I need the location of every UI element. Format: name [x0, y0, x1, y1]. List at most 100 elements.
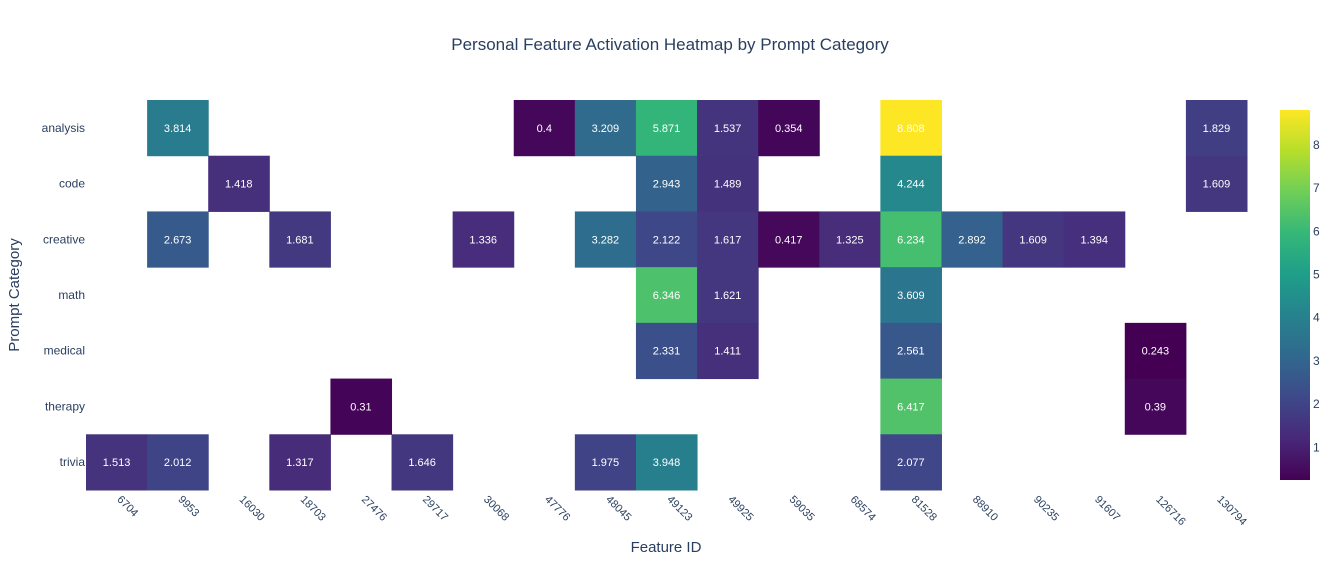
cell-value-label: 1.325: [836, 234, 864, 246]
x-tick-label: 81528: [909, 494, 939, 524]
cell-value-label: 2.012: [164, 457, 192, 469]
x-tick-label: 16030: [237, 494, 267, 524]
heatmap-cell-creative-18703: [269, 211, 331, 268]
chart-title: Personal Feature Activation Heatmap by P…: [451, 35, 889, 54]
x-tick-label: 90235: [1031, 494, 1061, 524]
cell-value-label: 1.609: [1019, 234, 1047, 246]
heatmap-cell-analysis-49925: [697, 100, 759, 157]
x-tick-label: 49925: [725, 494, 755, 524]
heatmap-cell-analysis-48045: [574, 100, 637, 157]
heatmap-cell-creative-48045: [574, 211, 637, 268]
heatmap-cell-analysis-81528: [880, 100, 942, 157]
cell-value-label: 0.417: [775, 234, 803, 246]
heatmap-cell-code-81528: [880, 155, 942, 212]
heatmap-cell-medical-81528: [880, 322, 942, 380]
heatmap-cell-medical-49123: [635, 322, 698, 380]
colorbar-tick-label: 2: [1313, 397, 1320, 411]
cell-value-label: 1.336: [469, 234, 497, 246]
cell-value-label: 3.948: [653, 457, 681, 469]
cell-value-label: 1.418: [225, 179, 253, 191]
x-tick-label: 6704: [114, 494, 140, 520]
y-axis-title: Prompt Category: [6, 238, 23, 352]
heatmap-cell-medical-126716: [1124, 322, 1187, 380]
colorbar-tick-label: 7: [1313, 181, 1320, 195]
heatmap-cell-therapy-126716: [1124, 378, 1187, 435]
heatmap-cell-creative-49123: [635, 211, 698, 268]
x-tick-label: 88910: [970, 494, 1000, 524]
x-tick-label: 49123: [664, 494, 694, 524]
heatmap-cell-creative-30068: [452, 211, 515, 268]
heatmap-cell-creative-9953: [147, 211, 209, 268]
cell-value-label: 3.209: [592, 123, 620, 135]
cell-value-label: 3.282: [592, 234, 620, 246]
heatmap-cell-analysis-49123: [635, 100, 698, 157]
cell-value-label: 2.943: [653, 179, 681, 191]
x-tick-label: 30068: [481, 494, 511, 524]
colorbar: [1280, 110, 1310, 480]
heatmap-cell-trivia-6704: [86, 434, 148, 491]
cell-value-label: 2.561: [897, 346, 925, 358]
y-tick-label: trivia: [60, 455, 86, 469]
cell-value-label: 1.829: [1203, 123, 1231, 135]
heatmap-cell-trivia-29717: [391, 434, 454, 491]
colorbar-tick-label: 1: [1313, 440, 1320, 454]
x-tick-label: 59035: [787, 494, 817, 524]
y-tick-label: math: [58, 288, 85, 302]
cell-value-label: 1.394: [1080, 234, 1108, 246]
x-tick-label: 29717: [420, 494, 450, 524]
heatmap-cell-creative-49925: [697, 211, 759, 268]
cell-value-label: 1.681: [286, 234, 314, 246]
cell-value-label: 3.814: [164, 123, 192, 135]
y-tick-label: analysis: [42, 121, 85, 135]
x-tick-label: 126716: [1153, 494, 1187, 528]
cell-value-label: 1.411: [714, 346, 741, 358]
x-tick-label: 91607: [1092, 494, 1122, 524]
cell-value-label: 5.871: [653, 123, 681, 135]
colorbar-tick-label: 3: [1313, 354, 1320, 368]
heatmap-cell-code-49123: [635, 155, 698, 212]
cell-value-label: 0.243: [1142, 346, 1170, 358]
heatmap-cell-math-81528: [880, 267, 942, 324]
x-tick-label: 48045: [603, 494, 633, 524]
x-tick-label: 130794: [1214, 494, 1248, 528]
cell-value-label: 1.621: [714, 290, 742, 302]
heatmap-cell-code-130794: [1185, 155, 1248, 212]
y-tick-label: medical: [44, 344, 85, 358]
cell-value-label: 1.975: [592, 457, 620, 469]
cell-value-label: 0.4: [537, 123, 552, 135]
colorbar-tick-label: 4: [1313, 311, 1320, 325]
heatmap-cell-trivia-49123: [635, 434, 698, 491]
x-tick-labels: 6704 9953 16030 18703 27476 29717 30068 47776 48…: [114, 494, 1248, 528]
cell-labels: 3.814 0.4 3.209 5.871 1.537 0.354 8.808 1.829 1.…: [103, 123, 1230, 469]
heatmap-cell-creative-88910: [941, 211, 1004, 268]
cell-value-label: 8.808: [897, 123, 925, 135]
cell-value-label: 1.513: [103, 457, 131, 469]
x-tick-label: 68574: [848, 494, 878, 524]
heatmap-cell-trivia-18703: [269, 434, 331, 491]
colorbar-tick-label: 5: [1313, 268, 1320, 282]
colorbar-tick-label: 8: [1313, 138, 1320, 152]
cell-value-label: 6.346: [653, 290, 681, 302]
cell-value-label: 0.31: [350, 401, 371, 413]
heatmap-cell-creative-68574: [819, 211, 881, 268]
heatmap-cell-therapy-27476: [330, 378, 393, 435]
heatmap-cell-math-49925: [697, 267, 759, 324]
x-tick-label: 9953: [176, 494, 202, 520]
cell-value-label: 1.537: [714, 123, 742, 135]
y-tick-label: code: [59, 177, 85, 191]
heatmap-cell-analysis-9953: [147, 100, 209, 157]
cell-value-label: 0.354: [775, 123, 803, 135]
cell-value-label: 1.317: [286, 457, 314, 469]
heatmap-cell-therapy-81528: [880, 378, 942, 435]
cell-value-label: 2.892: [958, 234, 986, 246]
heatmap-cell-creative-59035: [758, 211, 820, 268]
cell-value-label: 0.39: [1145, 401, 1166, 413]
x-tick-label: 47776: [542, 494, 572, 524]
y-tick-label: creative: [43, 232, 85, 246]
cell-value-label: 6.417: [897, 401, 925, 413]
heatmap-cell-code-16030: [208, 155, 270, 212]
heatmap-cell-code-49925: [697, 155, 759, 212]
cell-value-label: 2.673: [164, 234, 192, 246]
cell-value-label: 1.617: [714, 234, 742, 246]
cell-value-label: 6.234: [897, 234, 925, 246]
